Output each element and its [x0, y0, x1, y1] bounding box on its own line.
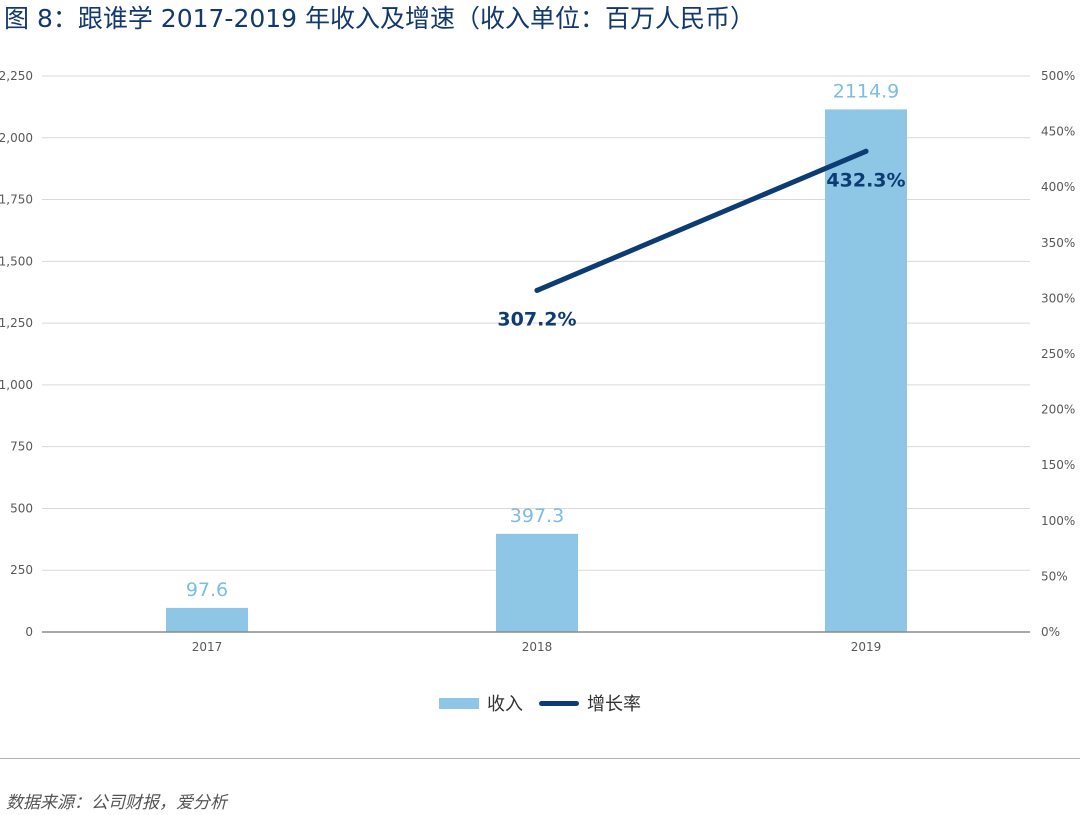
y-left-tick-label: 1,500	[0, 254, 33, 268]
y-right-tick-label: 100%	[1041, 514, 1075, 528]
y-left-tick-label: 1,250	[0, 316, 33, 330]
y-left-tick-label: 250	[10, 563, 33, 577]
y-left-tick-label: 750	[10, 440, 33, 454]
legend: 收入 增长率	[0, 690, 1080, 716]
chart: 0 250 500 750 1,000 1,250 1,500 1,750 2,000 2,250…	[0, 69, 1075, 654]
x-tick-label: 2019	[851, 640, 882, 654]
y-left-tick-label: 2,250	[0, 69, 33, 83]
y-right-tick-label: 250%	[1041, 347, 1075, 361]
y-right-tick-label: 150%	[1041, 458, 1075, 472]
legend-label-growth: 增长率	[587, 694, 641, 715]
y-left-tick-label: 2,000	[0, 131, 33, 145]
x-tick-label: 2017	[192, 640, 223, 654]
divider	[0, 758, 1080, 759]
y-right-tick-label: 350%	[1041, 236, 1075, 250]
legend-swatch-bar	[439, 697, 479, 709]
y-left-tick-label: 0	[25, 625, 33, 639]
bar	[825, 109, 907, 633]
y-left-tick-label: 500	[10, 501, 33, 515]
growth-value-label: 307.2%	[497, 308, 576, 330]
data-labels: 97.6 397.3 2114.9 307.2% 432.3%	[186, 80, 906, 600]
legend-swatch-line	[539, 700, 579, 706]
bar-value-label: 97.6	[186, 579, 228, 601]
bar-value-label: 2114.9	[833, 80, 899, 102]
bar	[496, 533, 578, 632]
growth-point	[534, 287, 540, 293]
bar-series	[166, 109, 907, 633]
legend-item-growth: 增长率	[539, 690, 641, 716]
y-right-tick-label: 400%	[1041, 180, 1075, 194]
y-right-tick-label: 500%	[1041, 69, 1075, 83]
legend-item-revenue: 收入	[439, 690, 523, 716]
y-left-tick-label: 1,750	[0, 193, 33, 207]
y-right-tick-label: 200%	[1041, 403, 1075, 417]
y-right-tick-label: 300%	[1041, 291, 1075, 305]
growth-value-label: 432.3%	[826, 169, 905, 191]
bar	[166, 607, 248, 632]
source-note: 数据来源：公司财报，爱分析	[6, 793, 227, 813]
growth-point	[863, 148, 869, 154]
y-right-tick-label: 450%	[1041, 125, 1075, 139]
y-left-tick-label: 1,000	[0, 378, 33, 392]
line-series	[534, 148, 869, 293]
y-right-tick-label: 0%	[1041, 625, 1060, 639]
bar-value-label: 397.3	[510, 505, 564, 527]
growth-line	[534, 148, 869, 293]
y-right-tick-label: 50%	[1041, 569, 1068, 583]
legend-label-revenue: 收入	[487, 694, 523, 715]
axes: 0 250 500 750 1,000 1,250 1,500 1,750 2,000 2,250…	[0, 69, 1075, 654]
x-tick-label: 2018	[522, 640, 553, 654]
figure-title: 图 8：跟谁学 2017-2019 年收入及增速（收入单位：百万人民币）	[4, 4, 756, 33]
